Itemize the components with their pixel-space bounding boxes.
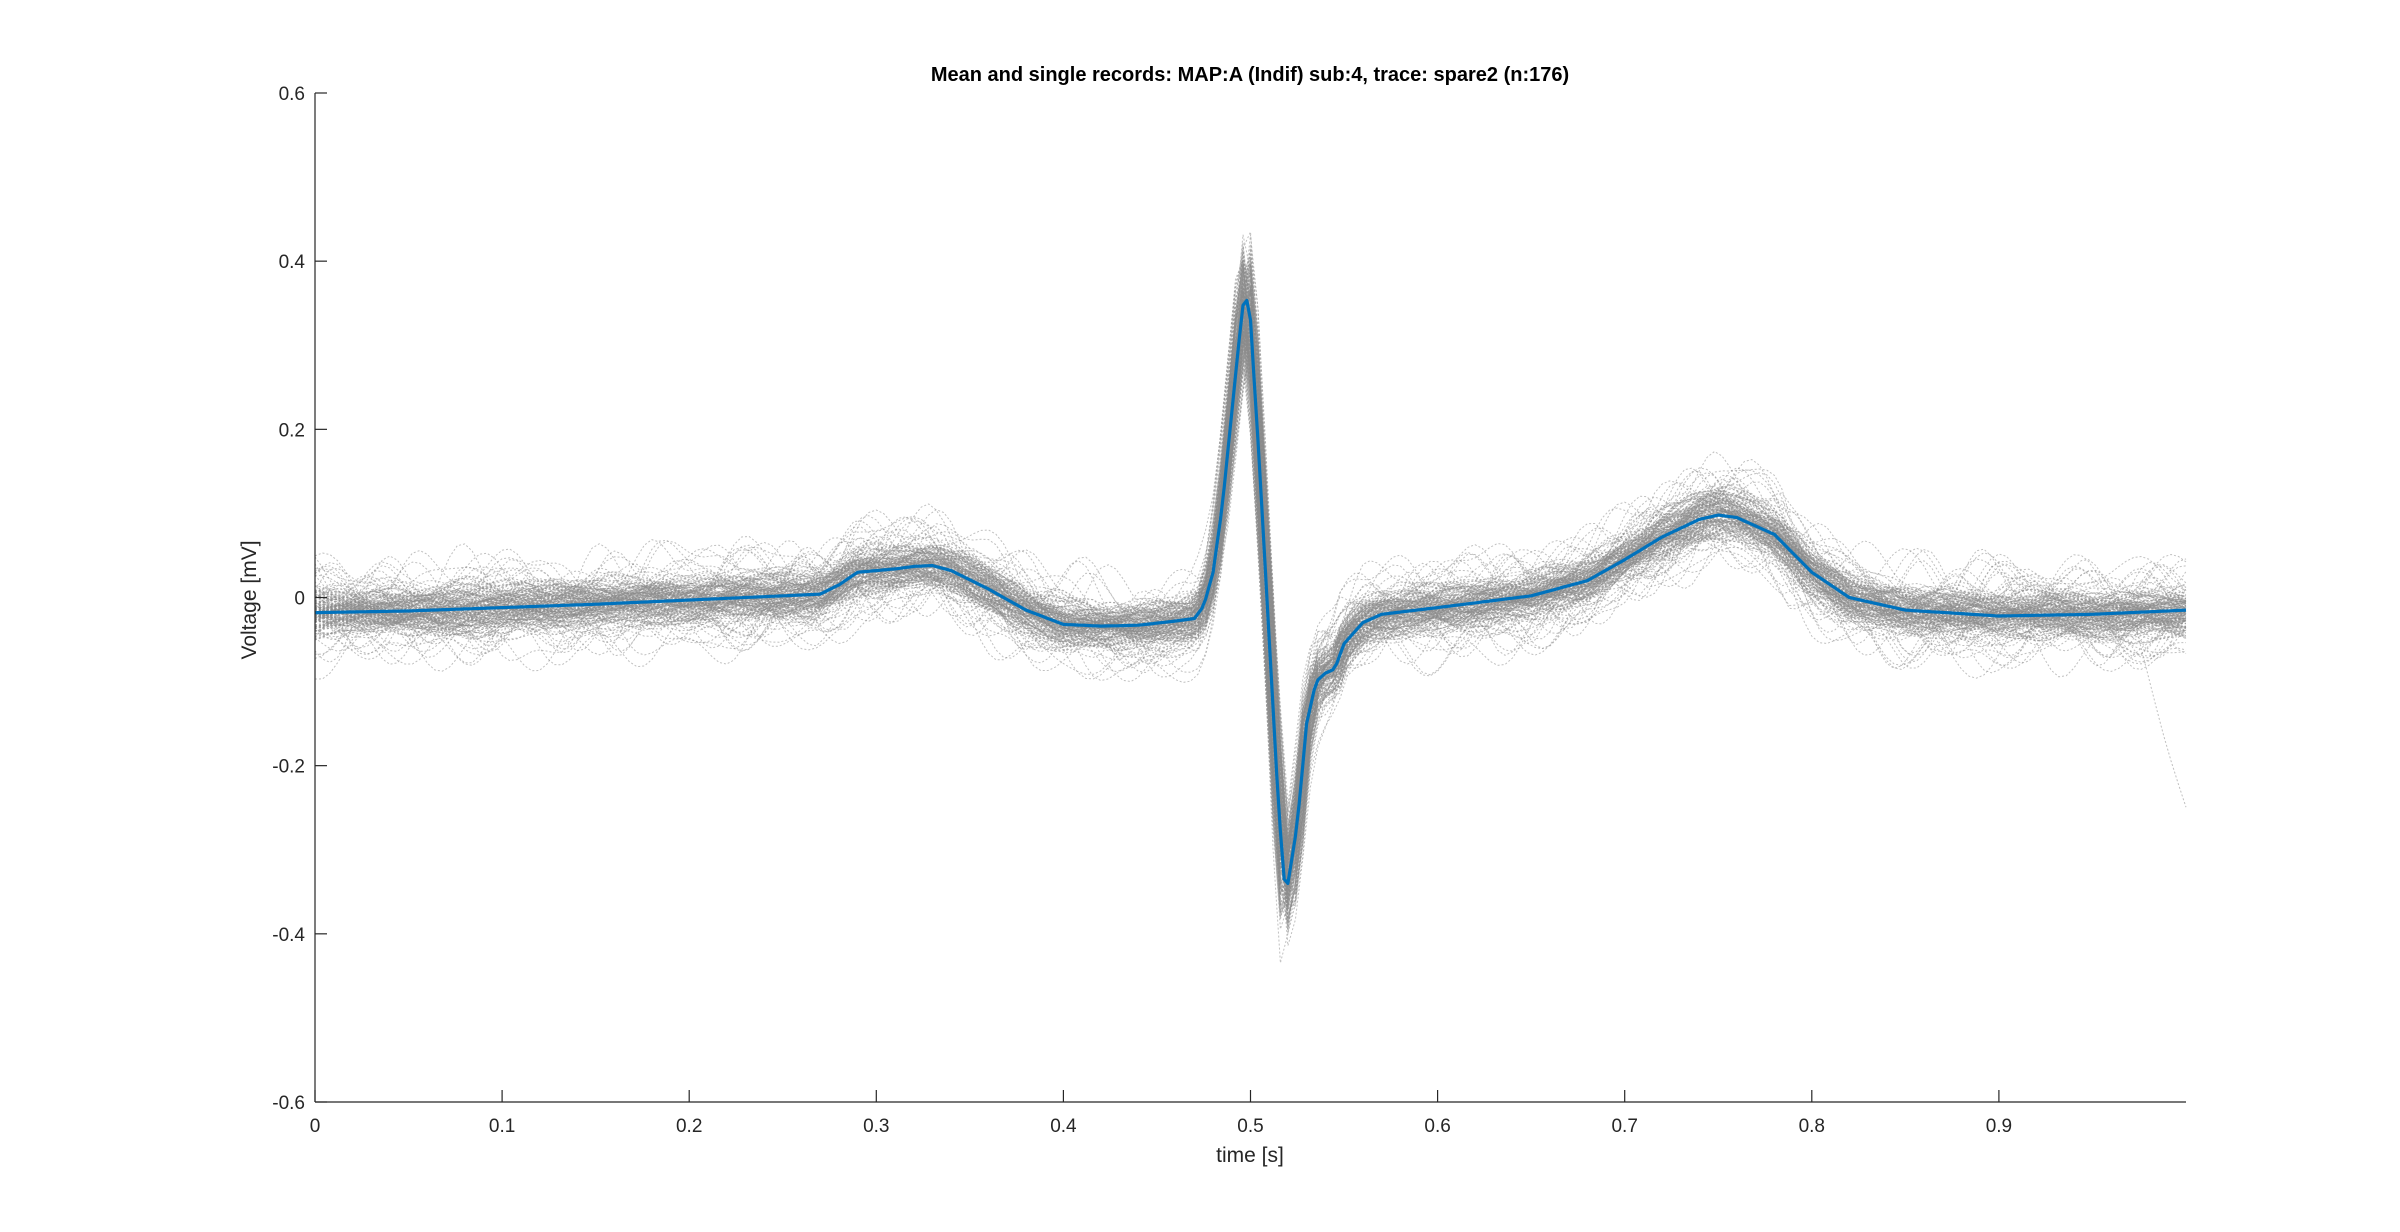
single-record-line <box>314 310 2187 886</box>
x-tick-label: 0.3 <box>863 1116 889 1137</box>
single-record-line <box>314 266 2187 882</box>
mean-line <box>315 298 2187 885</box>
x-tick-label: 0.4 <box>1050 1116 1077 1137</box>
plot-area <box>314 231 2187 964</box>
axes: 0 0.1 0.2 0.3 0.4 0.5 0.6 0.7 0.8 0.9 -0.6-0.4-0.… <box>272 84 2186 1137</box>
single-record-line <box>314 303 2187 901</box>
single-record-line <box>314 317 2187 878</box>
x-tick-label: 0.1 <box>489 1116 515 1137</box>
single-record-line <box>314 368 2187 874</box>
single-record-line <box>314 284 2187 887</box>
single-record-line <box>314 268 2187 870</box>
single-record-line <box>314 273 2187 925</box>
single-record-line <box>314 356 2187 858</box>
x-tick-label: 0 <box>310 1116 321 1137</box>
single-record-line <box>314 263 2187 908</box>
single-record-line <box>314 325 2187 910</box>
single-record-line <box>314 234 2187 878</box>
single-record-line <box>314 244 2187 897</box>
single-record-line <box>314 307 2187 850</box>
single-record-line <box>314 313 2187 882</box>
y-ticks: -0.6 -0.4 -0.2 0 0.2 0.4 0.6 <box>272 84 327 1114</box>
single-record-line <box>314 254 2187 896</box>
single-record-line <box>314 354 2187 851</box>
x-tick-label: 0.9 <box>1986 1116 2012 1137</box>
single-record-line <box>314 287 2187 905</box>
x-axis-label: time [s] <box>1216 1144 1284 1167</box>
x-tick-label: 0.2 <box>676 1116 702 1137</box>
y-axis-label: Voltage [mV] <box>238 540 261 659</box>
x-tick-label: 0.7 <box>1611 1116 1637 1137</box>
x-tick-label: 0.5 <box>1237 1116 1263 1137</box>
single-record-line <box>314 231 2187 924</box>
single-record-line <box>314 305 2187 864</box>
single-record-line <box>314 290 2187 897</box>
x-tick-label: 0.6 <box>1424 1116 1450 1137</box>
single-record-line <box>314 261 2187 920</box>
single-record-line <box>314 329 2187 877</box>
single-record-line <box>314 321 2187 878</box>
single-record-line <box>314 333 2187 817</box>
single-record-line <box>314 264 2187 882</box>
single-record-line <box>314 265 2187 928</box>
y-tick-label: -0.2 <box>272 757 305 778</box>
single-record-line <box>314 234 2187 930</box>
y-tick-label: 0 <box>294 589 305 610</box>
single-record-line <box>314 288 2187 874</box>
chart-title: Mean and single records: MAP:A (Indif) s… <box>931 64 1569 86</box>
single-record-line <box>314 305 2187 849</box>
y-tick-label: 0.2 <box>279 420 305 441</box>
single-record-line <box>314 270 2187 930</box>
single-record-line <box>314 313 2187 840</box>
y-tick-label: -0.6 <box>272 1093 305 1114</box>
y-tick-label: 0.4 <box>279 252 306 273</box>
x-ticks: 0 0.1 0.2 0.3 0.4 0.5 0.6 0.7 0.8 0.9 <box>310 1090 2012 1137</box>
single-record-line <box>314 288 2187 863</box>
single-record-line <box>314 320 2187 838</box>
single-record-line <box>314 310 2187 843</box>
y-tick-label: 0.6 <box>279 84 305 105</box>
y-tick-label: -0.4 <box>272 925 305 946</box>
x-tick-label: 0.8 <box>1799 1116 1825 1137</box>
